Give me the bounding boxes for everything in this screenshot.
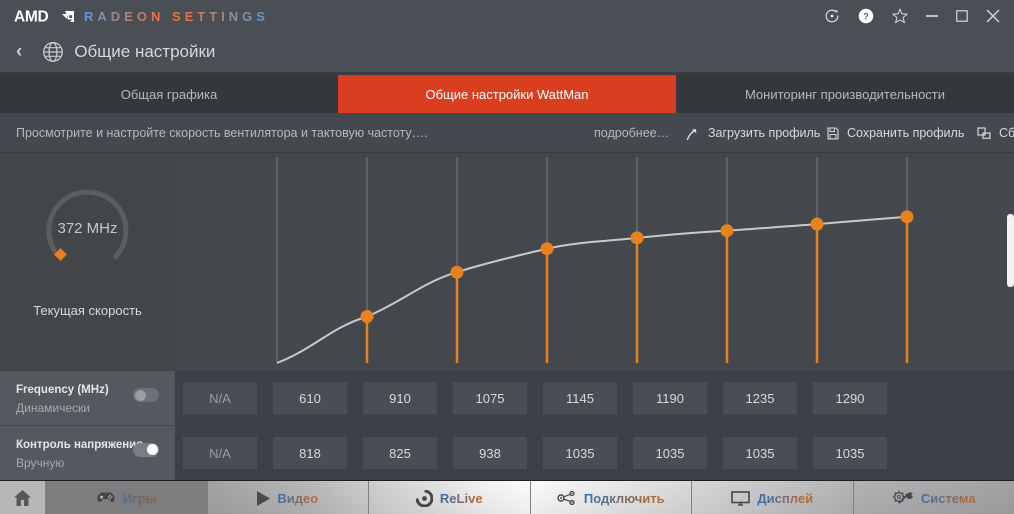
svg-text:?: ? bbox=[863, 11, 869, 21]
svg-text:AMD: AMD bbox=[14, 8, 49, 25]
